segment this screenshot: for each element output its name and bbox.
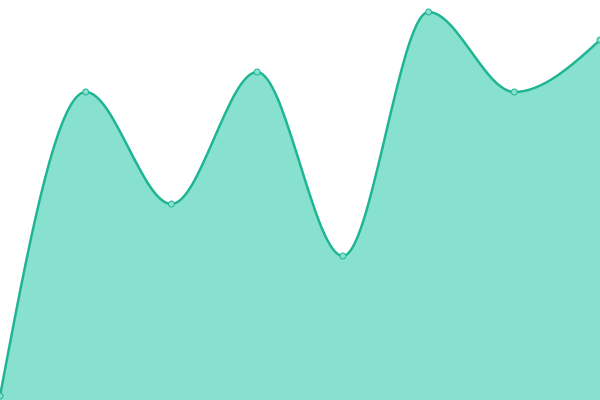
data-point — [253, 68, 261, 76]
data-point — [0, 392, 4, 400]
data-point — [339, 252, 347, 260]
data-point — [167, 200, 175, 208]
data-point — [425, 8, 433, 16]
data-point — [510, 88, 518, 96]
area-fill — [0, 12, 600, 400]
data-point — [596, 36, 600, 44]
data-point — [82, 88, 90, 96]
